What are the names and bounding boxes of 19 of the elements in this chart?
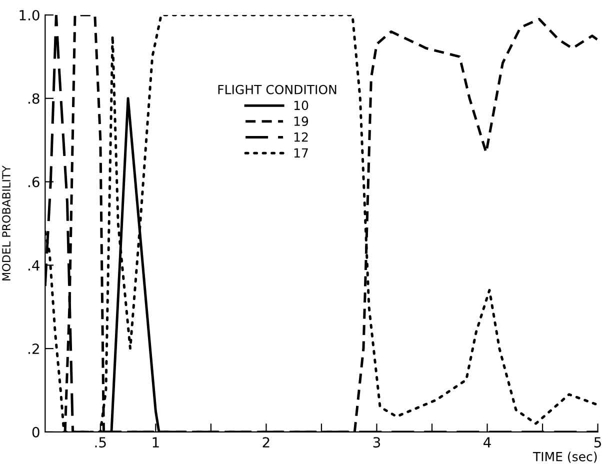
legend-label: 19: [294, 116, 308, 126]
y-tick-label: .6: [28, 176, 40, 188]
y-tick-label: .8: [28, 93, 40, 104]
y-tick-label: .4: [28, 260, 40, 270]
x-tick-label: 5: [594, 437, 601, 448]
legend-label: 17: [294, 148, 308, 158]
y-tick-label: 0: [32, 426, 40, 438]
y-axis-title: MODEL PROBABILITY: [2, 165, 10, 280]
x-tick-label: 2: [262, 437, 270, 448]
x-axis-title: TIME (sec): [532, 452, 597, 463]
x-tick-label: 1: [152, 437, 159, 448]
legend-label: 12: [294, 132, 308, 142]
y-tick-label: .2: [28, 344, 39, 354]
x-tick-label: 3: [373, 437, 380, 448]
x-tick-label: 4: [484, 437, 491, 448]
y-tick-label: 1.0: [20, 10, 40, 20]
x-tick-label: .5: [95, 437, 106, 448]
legend-title: FLIGHT CONDITION: [218, 84, 336, 94]
legend-label: 10: [294, 100, 308, 110]
